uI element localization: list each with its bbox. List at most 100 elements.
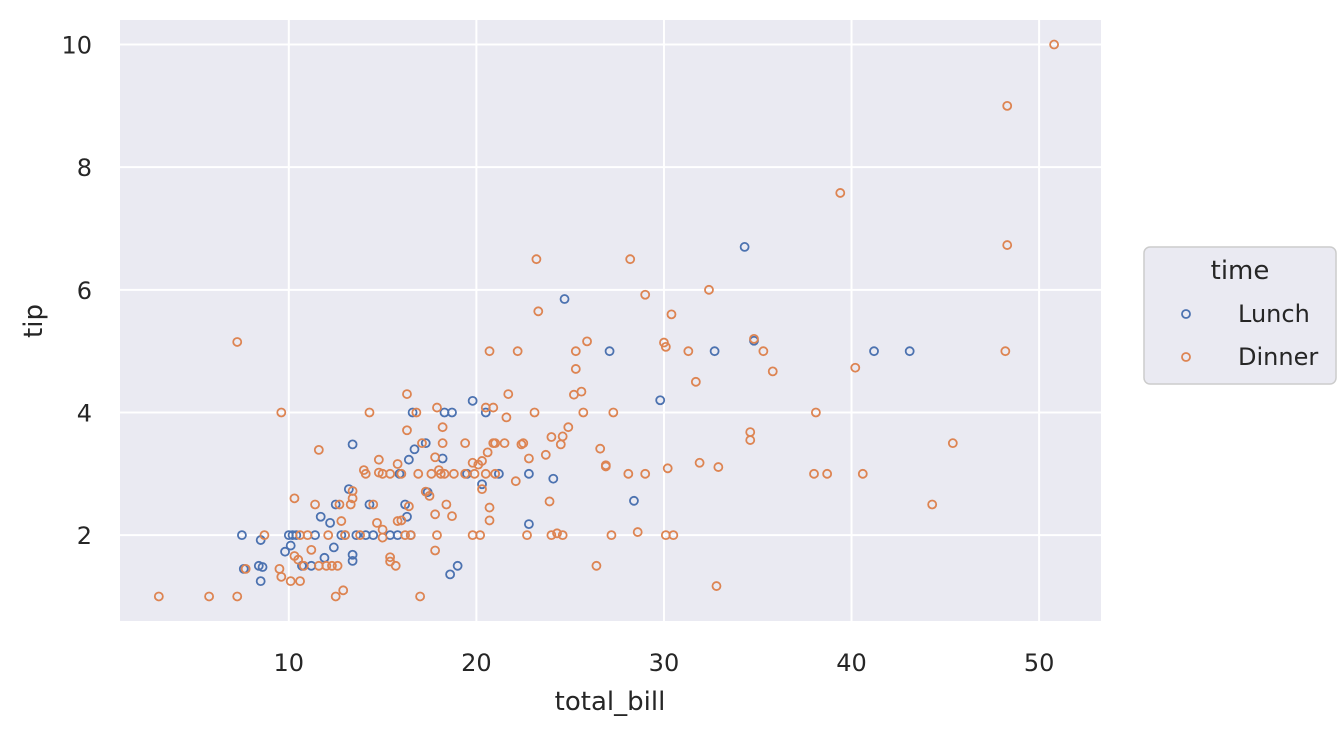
data-point-dinner	[683, 346, 694, 357]
data-point-dinner	[360, 468, 371, 479]
y-tick-label: 8	[77, 154, 92, 182]
data-point-dinner	[368, 499, 379, 510]
data-point-lunch	[447, 407, 457, 418]
x-axis-label: total_bill	[555, 687, 666, 717]
data-point-dinner	[405, 530, 416, 541]
data-point-dinner	[713, 462, 724, 472]
data-point-lunch	[368, 530, 379, 541]
data-point-lunch	[477, 479, 487, 490]
data-point-dinner	[298, 560, 309, 571]
data-point-lunch	[869, 346, 879, 357]
data-point-dinner	[822, 468, 833, 479]
data-point-dinner	[482, 447, 493, 458]
data-point-dinner	[758, 346, 769, 357]
data-point-lunch	[420, 438, 431, 449]
data-point-dinner	[546, 530, 557, 541]
data-point-dinner	[430, 452, 441, 463]
plot-background	[120, 20, 1101, 621]
data-point-dinner	[557, 530, 568, 541]
data-point-dinner	[477, 456, 487, 466]
data-point-dinner	[377, 524, 388, 535]
data-point-dinner	[330, 591, 341, 602]
legend-label-dinner: Dinner	[1238, 343, 1318, 371]
data-point-lunch	[739, 242, 750, 252]
data-point-dinner	[447, 511, 457, 522]
data-point-dinner	[310, 499, 320, 510]
data-point-dinner	[430, 545, 441, 556]
data-point-dinner	[1000, 346, 1011, 357]
data-point-dinner	[518, 438, 529, 449]
data-point-dinner	[411, 407, 422, 418]
data-point-dinner	[232, 591, 243, 602]
data-point-dinner	[570, 346, 581, 357]
data-point-dinner	[204, 591, 214, 602]
data-point-dinner	[522, 530, 532, 541]
legend: time Lunch Dinner	[1143, 246, 1337, 385]
data-point-dinner	[321, 560, 332, 571]
data-point-lunch	[347, 549, 358, 560]
x-tick-label: 40	[836, 649, 867, 677]
data-point-dinner	[488, 402, 499, 413]
data-point-dinner	[276, 407, 287, 418]
legend-title: time	[1211, 256, 1270, 286]
data-point-dinner	[302, 530, 313, 541]
data-point-dinner	[293, 554, 304, 565]
data-point-dinner	[544, 496, 555, 507]
data-point-dinner	[426, 468, 437, 479]
data-point-dinner	[503, 389, 514, 399]
data-point-dinner	[662, 463, 673, 474]
data-point-dinner	[484, 346, 495, 357]
data-point-dinner	[484, 515, 495, 526]
data-point-dinner	[385, 552, 396, 563]
y-axis-label: tip	[19, 304, 49, 338]
data-point-dinner	[385, 468, 396, 479]
x-tick-labels: 10 20 30 40 50	[274, 649, 1055, 677]
data-point-dinner	[490, 468, 501, 479]
data-point-dinner	[711, 581, 722, 591]
data-point-lunch	[255, 576, 266, 587]
data-point-dinner	[392, 516, 403, 526]
legend-marker-dinner	[1181, 352, 1191, 362]
data-point-dinner	[338, 585, 349, 596]
data-point-dinner	[767, 366, 778, 377]
data-point-dinner	[306, 544, 317, 555]
data-point-dinner	[441, 499, 452, 510]
data-point-dinner	[323, 530, 334, 541]
data-point-dinner	[289, 493, 300, 504]
data-point-lunch	[285, 540, 296, 551]
data-point-dinner	[490, 438, 501, 449]
data-point-dinner	[460, 468, 471, 479]
data-point-dinner	[424, 490, 435, 501]
data-point-dinner	[153, 591, 164, 602]
data-point-dinner	[632, 527, 643, 537]
legend-box	[1143, 246, 1337, 385]
data-point-dinner	[623, 468, 634, 479]
data-point-dinner	[694, 457, 705, 468]
data-point-dinner	[835, 188, 846, 198]
data-point-dinner	[850, 362, 861, 373]
data-point-dinner	[690, 376, 701, 387]
data-point-lunch	[351, 530, 362, 541]
data-point-dinner	[460, 438, 471, 449]
x-tick-label: 30	[649, 649, 680, 677]
data-point-dinner	[510, 476, 521, 487]
data-point-dinner	[557, 431, 568, 442]
data-point-dinner	[364, 407, 375, 418]
data-point-dinner	[392, 459, 403, 469]
x-tick-label: 10	[274, 649, 305, 677]
data-point-dinner	[1002, 240, 1013, 250]
data-point-lunch	[559, 294, 570, 304]
data-point-dinner	[529, 407, 540, 418]
y-tick-label: 2	[77, 522, 92, 550]
data-point-lunch	[347, 556, 358, 566]
data-point-lunch	[467, 395, 478, 406]
data-point-dinner	[334, 499, 345, 510]
legend-marker-lunch	[1181, 309, 1191, 319]
data-point-lunch	[452, 560, 463, 571]
data-point-lunch	[409, 444, 420, 455]
data-point-dinner	[600, 460, 611, 471]
data-point-lunch	[524, 519, 534, 530]
data-point-dinner	[372, 517, 382, 528]
data-point-dinner	[402, 389, 412, 399]
data-point-dinner	[640, 468, 651, 479]
